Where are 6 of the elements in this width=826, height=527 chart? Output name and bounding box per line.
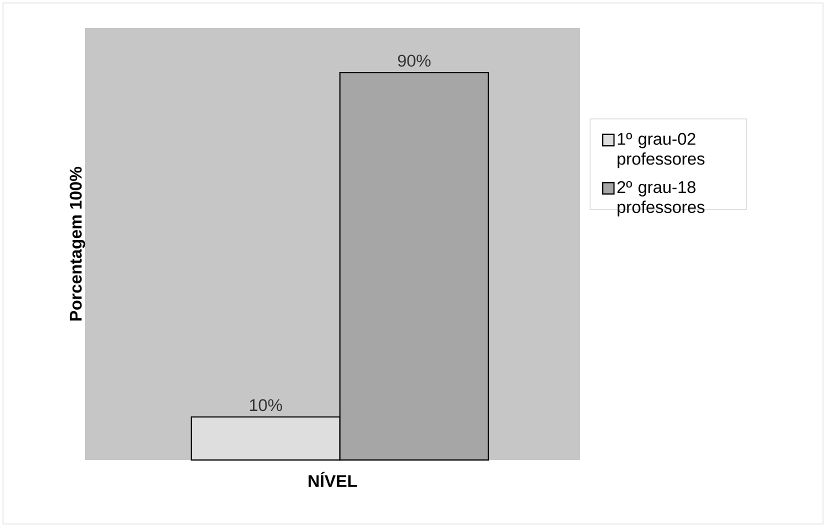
data-label: 10%	[250, 399, 282, 412]
data-label: 90%	[398, 54, 431, 67]
legend-label: 1º grau-02 professores	[618, 132, 704, 168]
y-axis-title: Porcentagem 100%	[70, 166, 86, 321]
legend-label: 2º grau-18 professores	[617, 181, 704, 216]
x-axis-title: NÍVEL	[308, 472, 357, 487]
